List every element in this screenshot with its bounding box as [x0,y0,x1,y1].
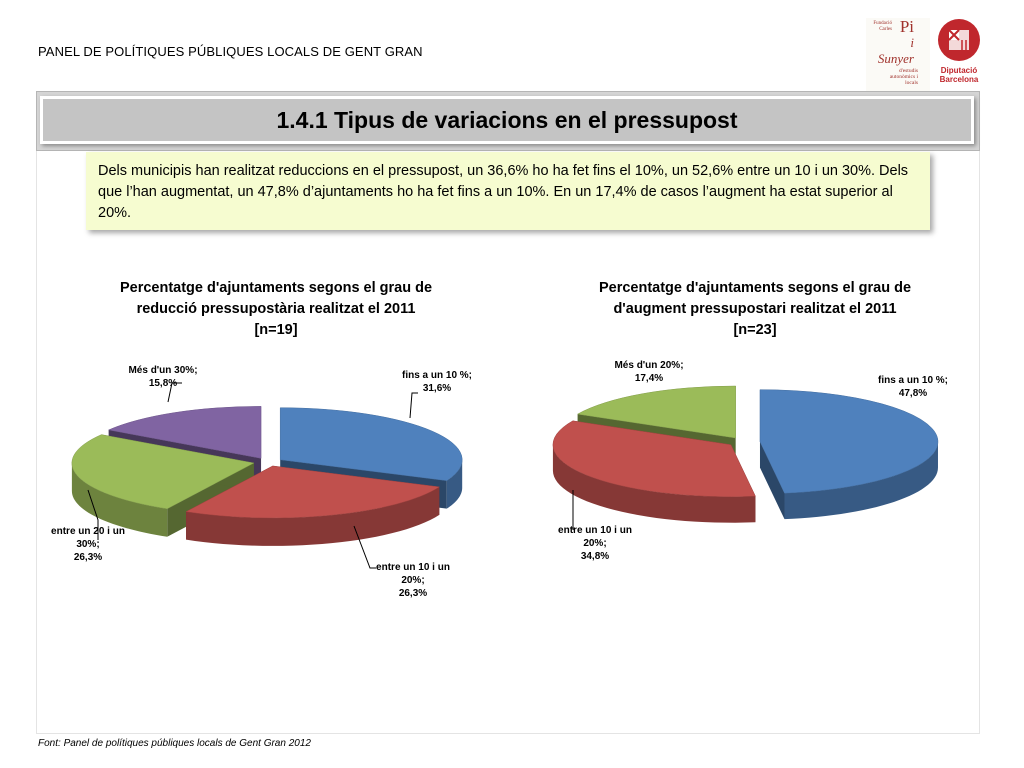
source-note: Font: Panel de polítiques públiques loca… [38,738,311,749]
chart2-label-entre10-20-value: 34,8% [580,551,610,562]
slice-fins10 [759,389,939,494]
summary-callout: Dels municipis han realitzat reduccions … [86,152,930,230]
diputacio-seal-icon [938,19,980,61]
chart1-label-entre10-20-name: entre un 10 i un [376,562,450,573]
slice-mes20 [576,385,736,439]
chart1-label-entre10-20-value: 26,3% [398,588,428,599]
slice-entre20-30 [71,434,255,510]
chart2-title-line2: d'augment pressupostari realitzat el 201… [613,301,897,317]
chart1-title-line2: reducció pressupostària realitzat el 201… [136,301,416,317]
chart2-pie [552,385,939,523]
chart1-label-mes30-value: 15,8% [148,378,178,389]
chart2-label-entre10-20-pct: 20%; [583,538,607,549]
slice-entre10-20 [552,420,756,497]
chart1-label-entre10-20: entre un 10 i un 20%; 26,3% [366,561,460,600]
chart2-label-mes20: Més d'un 20%; 17,4% [602,359,696,385]
slice-entre10-20 [185,465,441,519]
slice-fins10-side [759,441,938,520]
diputacio-label: Diputació Barcelona [939,66,979,84]
chart2-label-fins10: fins a un 10 %; 47,8% [866,374,960,400]
chart2-title-line1: Percentatge d'ajuntaments segons el grau… [598,280,912,296]
chart1-label-entre20-30-name: entre un 20 i un [51,526,125,537]
chart1-label-entre20-30: entre un 20 i un 30%; 26,3% [42,525,134,564]
chart2-label-mes20-name: Més d'un 20%; [614,360,684,371]
content-frame [36,151,980,734]
chart1-label-entre20-30-value: 26,3% [73,552,103,563]
fundacio-pi-sunyer-logo: Fundació Carles Pi i Sunyer d'estudis au… [866,18,930,92]
chart1-leader-entre10-20 [353,525,376,569]
chart2-label-fins10-name: fins a un 10 %; [877,375,948,386]
logo-pi-big-text: Pi i Sunyer [876,17,914,66]
logo-pi-line2: i Sunyer [877,35,914,66]
chart1-leader-fins10 [409,392,418,419]
chart1-title: Percentatge d'ajuntaments segons el grau… [86,278,466,341]
title-banner: 1.4.1 Tipus de variacions en el pressupo… [40,96,974,144]
chart1-pie [71,406,463,546]
logo-pi-small-text: Fundació Carles [873,21,892,32]
chart1-title-line1: Percentatge d'ajuntaments segons el grau… [119,280,433,296]
logo-pi-line1: Pi [899,17,914,36]
chart2-label-fins10-value: 47,8% [898,388,928,399]
chart2-label-entre10-20-name: entre un 10 i un [558,525,632,536]
chart2-label-entre10-20: entre un 10 i un 20%; 34,8% [548,524,642,563]
chart1-label-fins10-value: 31,6% [422,383,452,394]
diputacio-barcelona-logo: Diputació Barcelona [934,18,984,88]
chart1-label-fins10: fins a un 10 %; 31,6% [390,369,484,395]
logo-pi-subtitle: d'estudis autonòmics i locals [889,68,918,86]
chart1-leader-entre20-30 [87,489,99,540]
slice-fins10 [279,407,463,481]
chart1-leader-mes30 [167,382,182,403]
chart1-label-mes30-name: Més d'un 30%; [128,365,198,376]
slice-mes30 [107,406,262,459]
slide-title: 1.4.1 Tipus de variacions en el pressupo… [276,107,738,133]
chart1-label-entre10-20-pct: 20%; [401,575,425,586]
chart1-label-mes30: Més d'un 30%; 15,8% [118,364,208,390]
chart2-label-mes20-value: 17,4% [634,373,664,384]
chart2-title-line3: [n=23] [733,322,777,338]
header-title: PANEL DE POLÍTIQUES PÚBLIQUES LOCALS DE … [38,44,423,59]
chart2-title: Percentatge d'ajuntaments segons el grau… [565,278,945,341]
chart1-label-entre20-30-pct: 30%; [76,539,100,550]
chart1-label-fins10-name: fins a un 10 %; [401,370,472,381]
leader-lines [87,382,574,569]
chart1-title-line3: [n=19] [254,322,298,338]
